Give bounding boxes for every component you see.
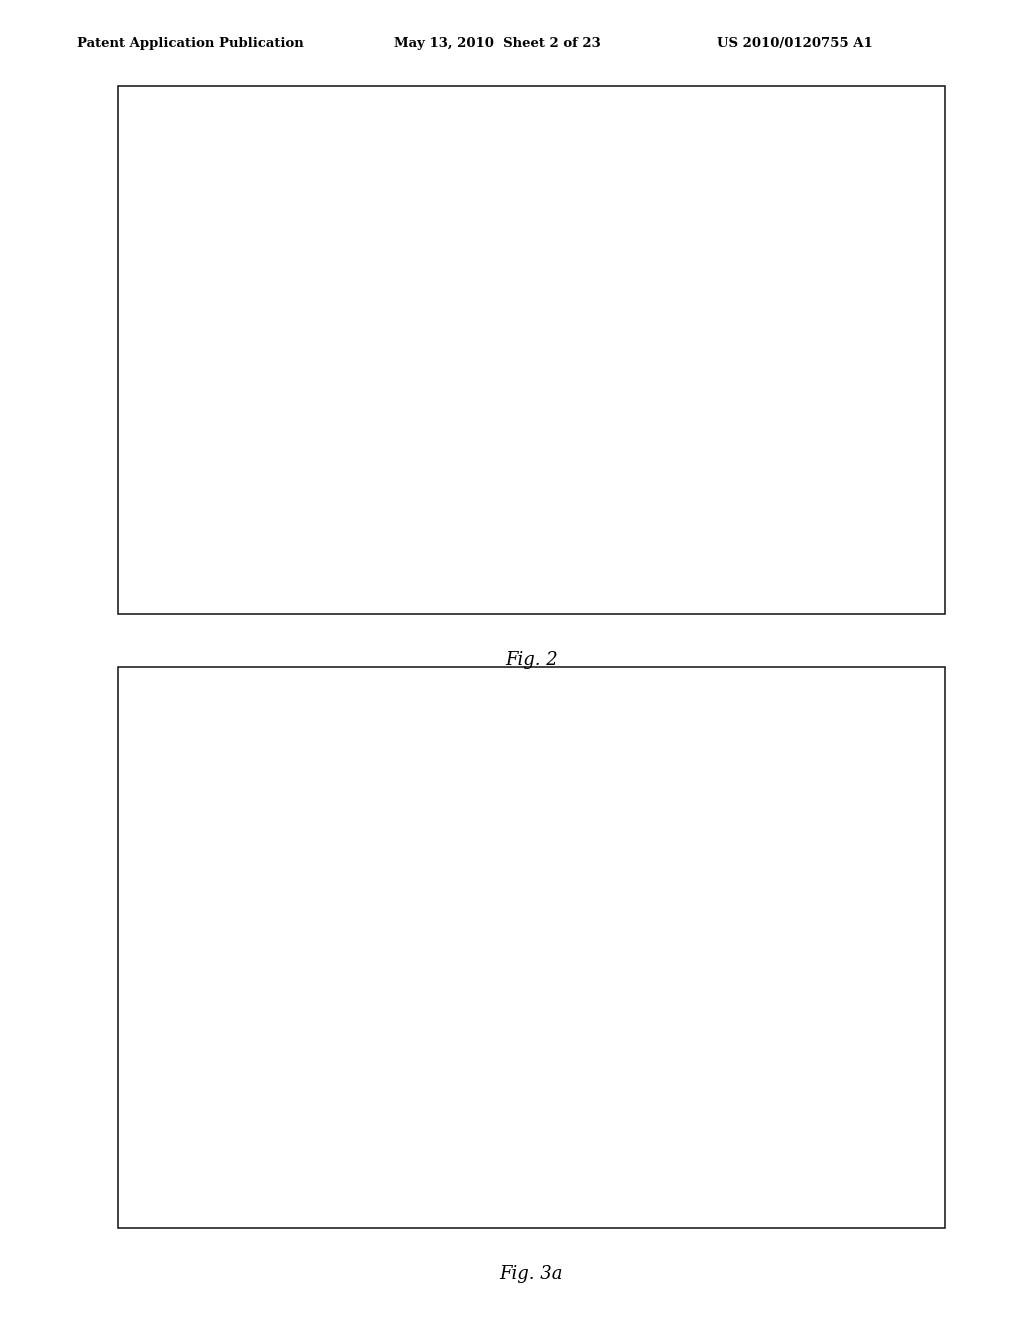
Bar bbox=[271, 209, 340, 561]
Bar bbox=[681, 345, 750, 561]
Text: May 13, 2010  Sheet 2 of 23: May 13, 2010 Sheet 2 of 23 bbox=[394, 37, 601, 50]
Text: Patent Application Publication: Patent Application Publication bbox=[77, 37, 303, 50]
Bar bbox=[264, 789, 322, 1109]
Bar bbox=[545, 544, 612, 561]
Bar bbox=[836, 1059, 893, 1109]
Bar bbox=[817, 480, 886, 561]
Y-axis label: % Catalepsy: % Catalepsy bbox=[176, 867, 190, 954]
Bar bbox=[493, 1055, 550, 1109]
Bar bbox=[607, 776, 665, 1109]
Text: Fig. 3a: Fig. 3a bbox=[500, 1265, 563, 1283]
Bar bbox=[721, 1039, 778, 1109]
Bar bbox=[379, 1011, 436, 1109]
Text: Fluphenazine: Fluphenazine bbox=[593, 1147, 678, 1160]
Y-axis label: % Catalepsy: % Catalepsy bbox=[176, 300, 190, 387]
Text: Fig. 2: Fig. 2 bbox=[505, 651, 558, 669]
Text: US 2010/0120755 A1: US 2010/0120755 A1 bbox=[717, 37, 872, 50]
Bar bbox=[408, 296, 476, 561]
